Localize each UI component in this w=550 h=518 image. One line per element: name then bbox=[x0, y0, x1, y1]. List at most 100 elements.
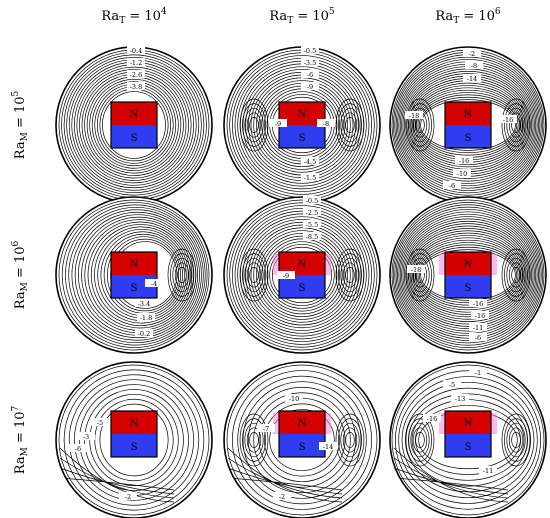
streamline bbox=[58, 364, 210, 516]
streamline bbox=[271, 246, 333, 304]
magnet-outline bbox=[444, 410, 492, 458]
streamline bbox=[247, 386, 357, 494]
streamline bbox=[402, 218, 534, 332]
contour-label-bg bbox=[135, 299, 153, 307]
contour-label: -0.4 bbox=[130, 47, 143, 55]
vortex-line bbox=[242, 103, 266, 147]
vortex-line bbox=[239, 413, 269, 467]
contour-label-bg bbox=[127, 82, 145, 90]
streamline bbox=[393, 202, 543, 348]
streamline bbox=[399, 213, 537, 337]
streamline bbox=[71, 209, 202, 341]
contour-label: -6 bbox=[475, 334, 481, 342]
contour-label-bg bbox=[69, 444, 87, 452]
contour-label-bg bbox=[301, 157, 319, 165]
vortex-line bbox=[246, 112, 262, 138]
vortex-line bbox=[412, 427, 428, 453]
vortex-line bbox=[410, 257, 430, 293]
streamline bbox=[398, 211, 538, 339]
streamline bbox=[65, 204, 206, 346]
contour-panel: N S -5 -3-6 -2 bbox=[55, 361, 213, 518]
streamline bbox=[263, 238, 341, 312]
streamline bbox=[417, 244, 519, 306]
streamline bbox=[391, 364, 545, 516]
contour-label-bg bbox=[471, 311, 489, 319]
vortex-line bbox=[249, 267, 259, 283]
vortex-line bbox=[177, 267, 187, 283]
contour-label-bg bbox=[469, 368, 487, 376]
streamline bbox=[406, 225, 530, 325]
streamline bbox=[418, 246, 518, 304]
contour-label-bg bbox=[77, 432, 95, 440]
contour-label-bg bbox=[301, 70, 319, 78]
magnet-north bbox=[111, 411, 157, 434]
contour-label-bg bbox=[469, 323, 487, 331]
magnet-outline bbox=[278, 410, 326, 458]
magnet-outline bbox=[444, 101, 492, 149]
vortex-line bbox=[415, 432, 425, 448]
vortex-line bbox=[244, 107, 264, 143]
contour-label-bg bbox=[499, 115, 517, 123]
vortex-line bbox=[246, 427, 262, 453]
contour-label-bg bbox=[455, 156, 473, 164]
contour-panel: N S -1 -5-13 -16 -11 bbox=[389, 361, 547, 518]
magnet-south-label: S bbox=[465, 442, 472, 453]
contour-label-bg bbox=[269, 119, 287, 127]
vortex-line bbox=[408, 418, 432, 462]
contour-label: -5.5 bbox=[306, 221, 319, 229]
contour-label-bg bbox=[443, 380, 461, 388]
streamline bbox=[395, 56, 541, 194]
streamline bbox=[242, 381, 362, 499]
magnet-north-label: N bbox=[298, 109, 307, 120]
streamline bbox=[59, 467, 175, 495]
vortex-line bbox=[501, 98, 531, 152]
contour-label-bg bbox=[301, 82, 319, 90]
vortex-line bbox=[508, 427, 524, 453]
streamlines bbox=[391, 199, 545, 351]
contour-label: -8 bbox=[471, 62, 477, 70]
streamline bbox=[66, 56, 202, 194]
contour-label: -3.8 bbox=[130, 83, 143, 91]
streamline bbox=[63, 369, 205, 511]
magnet-south-label: S bbox=[131, 133, 138, 144]
contour-label: -8 bbox=[323, 120, 329, 128]
vortex-line bbox=[342, 112, 358, 138]
magnet-north-label: N bbox=[464, 259, 473, 270]
vortex-line bbox=[242, 418, 266, 462]
vortex-line bbox=[345, 432, 355, 448]
contour-label: -1.5 bbox=[304, 174, 317, 182]
column-header-2: RaT = 105 bbox=[269, 7, 335, 26]
contour-label: -2.6 bbox=[130, 71, 143, 79]
magnet-north-label: N bbox=[464, 418, 473, 429]
contour-label-bg bbox=[303, 196, 321, 204]
magnet-south bbox=[111, 125, 157, 148]
contour-label: -6 bbox=[449, 182, 455, 190]
streamline bbox=[231, 370, 373, 510]
magnet-south bbox=[445, 434, 491, 457]
contour-label: -11 bbox=[483, 467, 493, 475]
vortex-line bbox=[408, 103, 432, 147]
vortex-line bbox=[504, 103, 528, 147]
contour-label: -5 bbox=[97, 419, 103, 427]
streamline bbox=[403, 70, 533, 180]
vortex-line bbox=[501, 413, 531, 467]
contour-panel: N S -18 -16 -16 -11 -6 bbox=[389, 196, 547, 354]
magnet-outline bbox=[110, 101, 158, 149]
magnet-north bbox=[445, 411, 491, 434]
magnet-south bbox=[111, 434, 157, 457]
contour-label-bg bbox=[303, 220, 321, 228]
contour-label: -14 bbox=[467, 75, 477, 83]
streamline bbox=[413, 237, 523, 313]
contour-label-bg bbox=[135, 329, 153, 337]
vortex-line bbox=[342, 427, 358, 453]
streamline bbox=[412, 235, 524, 315]
contour-label-bg bbox=[127, 46, 145, 54]
streamline bbox=[226, 199, 378, 351]
vortex-line bbox=[338, 253, 362, 297]
magnet-south-label: S bbox=[299, 442, 306, 453]
streamline bbox=[227, 477, 343, 491]
contour-label-bg bbox=[257, 424, 275, 432]
vortex-line bbox=[340, 422, 360, 458]
magnet-south bbox=[279, 275, 325, 298]
